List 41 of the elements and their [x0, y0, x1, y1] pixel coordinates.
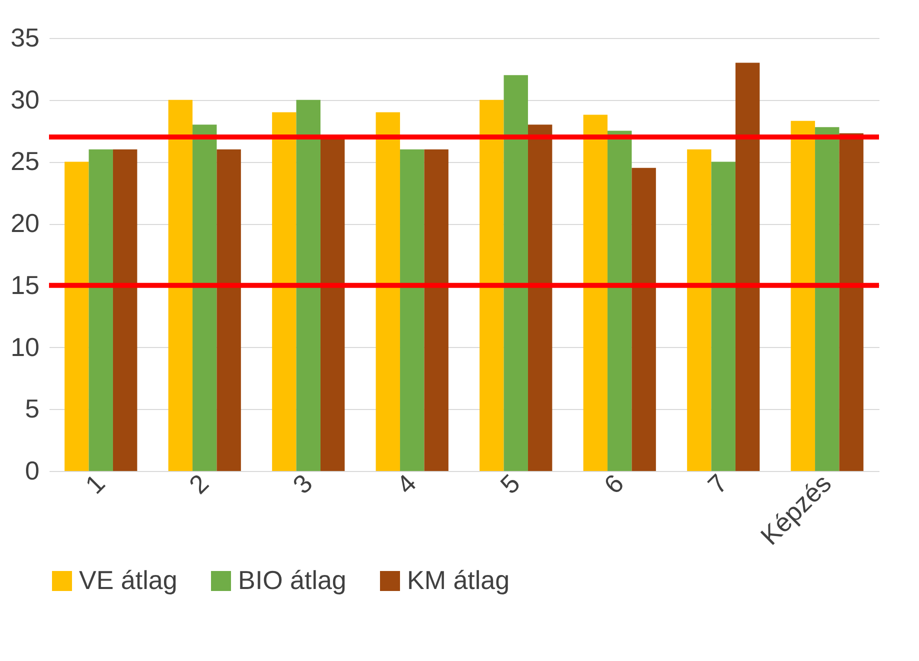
- x-tick-label: 3: [286, 468, 318, 500]
- y-tick-label: 0: [25, 456, 40, 486]
- legend-label: VE átlag: [79, 565, 178, 595]
- y-tick-label: 25: [10, 146, 40, 176]
- x-tick-label: 5: [494, 468, 526, 500]
- bar: [687, 149, 712, 471]
- bar: [296, 100, 320, 471]
- y-tick-label: 30: [10, 84, 40, 114]
- bar: [424, 149, 448, 471]
- y-tick-label: 10: [10, 332, 40, 362]
- bar: [790, 120, 816, 471]
- x-tick-label: 4: [390, 468, 422, 500]
- bar: [216, 149, 241, 471]
- y-tick-label: 35: [10, 22, 40, 52]
- bar: [192, 124, 217, 471]
- bar: [608, 130, 632, 471]
- y-tick-label: 15: [10, 270, 40, 300]
- bar: [480, 100, 504, 471]
- bar: [112, 149, 138, 471]
- bar: [504, 75, 528, 471]
- x-tick-label: 6: [598, 468, 630, 500]
- x-tick-label: 7: [702, 468, 734, 500]
- bar: [400, 149, 424, 471]
- bar: [168, 100, 193, 471]
- bar: [735, 62, 760, 471]
- bar: [815, 127, 840, 471]
- bar: [376, 112, 400, 471]
- bar: [88, 149, 113, 471]
- bar: [632, 168, 656, 471]
- bar: [272, 112, 296, 471]
- bar: [583, 114, 608, 471]
- y-tick-label: 20: [10, 208, 40, 238]
- legend-label: BIO átlag: [238, 565, 346, 595]
- bar: [839, 133, 864, 471]
- y-tick-label: 5: [25, 394, 40, 424]
- bar: [64, 162, 89, 471]
- bar: [711, 162, 736, 471]
- x-tick-label: 2: [183, 468, 215, 500]
- legend-label: KM átlag: [407, 565, 510, 595]
- x-tick-label: 1: [79, 468, 111, 500]
- bar: [528, 124, 552, 471]
